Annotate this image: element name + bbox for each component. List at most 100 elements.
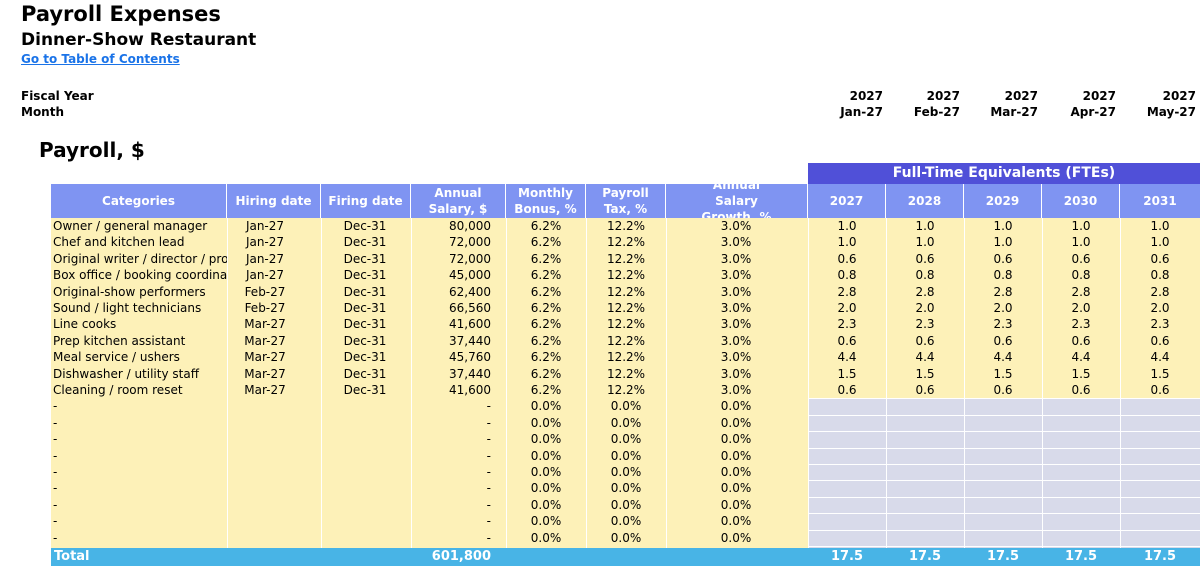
fte-cell[interactable] xyxy=(1042,415,1120,431)
monthly-bonus-cell[interactable]: 6.2% xyxy=(530,383,562,397)
fte-cell[interactable] xyxy=(886,480,964,496)
fte-cell[interactable]: 2.3 xyxy=(837,317,857,332)
fte-cell[interactable]: 4.4 xyxy=(993,350,1013,365)
salary-growth-cell[interactable]: 0.0% xyxy=(720,481,752,496)
table-of-contents-link[interactable]: Go to Table of Contents xyxy=(21,52,180,66)
fte-cell[interactable]: 0.8 xyxy=(837,268,857,283)
fte-cell[interactable] xyxy=(1042,398,1120,414)
annual-salary-cell[interactable]: 37,440 xyxy=(449,366,491,381)
salary-growth-cell[interactable]: 3.0% xyxy=(720,268,752,283)
fte-cell[interactable] xyxy=(808,431,886,447)
fte-cell[interactable]: 0.8 xyxy=(1150,268,1170,283)
hiring-date-cell[interactable]: Mar-27 xyxy=(244,366,286,381)
category-cell[interactable]: - xyxy=(53,432,58,447)
salary-growth-cell[interactable]: 3.0% xyxy=(720,284,752,299)
fte-cell[interactable]: 0.6 xyxy=(915,251,935,266)
firing-date-cell[interactable]: Dec-31 xyxy=(343,333,387,348)
category-cell[interactable]: Dishwasher / utility staff xyxy=(53,366,199,381)
fte-cell[interactable] xyxy=(1120,464,1200,480)
category-cell[interactable]: - xyxy=(53,415,58,430)
fte-cell[interactable]: 1.5 xyxy=(993,366,1013,381)
payroll-tax-cell[interactable]: 0.0% xyxy=(610,399,642,414)
annual-salary-cell[interactable]: - xyxy=(486,399,491,414)
payroll-tax-cell[interactable]: 12.2% xyxy=(606,383,646,397)
fte-cell[interactable]: 2.0 xyxy=(1071,301,1091,315)
hiring-date-cell[interactable]: Mar-27 xyxy=(244,383,286,397)
fte-cell[interactable]: 2.3 xyxy=(915,317,935,332)
fte-cell[interactable]: 0.6 xyxy=(1150,383,1170,397)
fte-cell[interactable]: 2.3 xyxy=(1150,317,1170,332)
firing-date-cell[interactable] xyxy=(321,497,409,513)
hiring-date-cell[interactable] xyxy=(227,464,303,480)
fte-cell[interactable]: 0.6 xyxy=(837,383,857,397)
salary-growth-cell[interactable]: 0.0% xyxy=(720,415,752,430)
payroll-tax-cell[interactable]: 12.2% xyxy=(606,268,646,283)
fte-cell[interactable]: 1.0 xyxy=(1071,219,1091,233)
monthly-bonus-cell[interactable]: 6.2% xyxy=(530,350,562,365)
hiring-date-cell[interactable] xyxy=(227,448,303,464)
monthly-bonus-cell[interactable]: 6.2% xyxy=(530,317,562,332)
fte-cell[interactable] xyxy=(1120,480,1200,496)
salary-growth-cell[interactable]: 3.0% xyxy=(720,301,752,315)
fte-cell[interactable] xyxy=(1042,513,1120,529)
fte-cell[interactable] xyxy=(1042,530,1120,546)
category-cell[interactable]: Box office / booking coordinator xyxy=(53,268,227,283)
payroll-tax-cell[interactable]: 12.2% xyxy=(606,366,646,381)
fte-cell[interactable] xyxy=(964,513,1042,529)
fte-cell[interactable]: 1.5 xyxy=(1071,366,1091,381)
firing-date-cell[interactable]: Dec-31 xyxy=(343,268,387,283)
fte-cell[interactable]: 1.5 xyxy=(837,366,857,381)
firing-date-cell[interactable] xyxy=(321,415,409,431)
fte-cell[interactable]: 4.4 xyxy=(837,350,857,365)
fte-cell[interactable]: 2.0 xyxy=(993,301,1013,315)
fte-cell[interactable] xyxy=(964,530,1042,546)
monthly-bonus-cell[interactable]: 0.0% xyxy=(530,514,562,529)
payroll-tax-cell[interactable]: 0.0% xyxy=(610,497,642,512)
salary-growth-cell[interactable]: 0.0% xyxy=(720,432,752,447)
fte-cell[interactable]: 0.8 xyxy=(915,268,935,283)
monthly-bonus-cell[interactable]: 6.2% xyxy=(530,219,562,233)
fte-cell[interactable] xyxy=(1120,448,1200,464)
payroll-tax-cell[interactable]: 12.2% xyxy=(606,301,646,315)
payroll-tax-cell[interactable]: 0.0% xyxy=(610,465,642,479)
salary-growth-cell[interactable]: 0.0% xyxy=(720,497,752,512)
monthly-bonus-cell[interactable]: 0.0% xyxy=(530,399,562,414)
salary-growth-cell[interactable]: 3.0% xyxy=(720,317,752,332)
payroll-tax-cell[interactable]: 0.0% xyxy=(610,530,642,545)
salary-growth-cell[interactable]: 3.0% xyxy=(720,383,752,397)
category-cell[interactable]: - xyxy=(53,465,58,479)
fte-cell[interactable]: 4.4 xyxy=(1071,350,1091,365)
salary-growth-cell[interactable]: 0.0% xyxy=(720,399,752,414)
category-cell[interactable]: Sound / light technicians xyxy=(53,301,202,315)
monthly-bonus-cell[interactable]: 6.2% xyxy=(530,366,562,381)
monthly-bonus-cell[interactable]: 6.2% xyxy=(530,301,562,315)
fte-cell[interactable] xyxy=(1042,448,1120,464)
firing-date-cell[interactable]: Dec-31 xyxy=(343,383,387,397)
category-cell[interactable]: Cleaning / room reset xyxy=(53,383,183,397)
monthly-bonus-cell[interactable]: 6.2% xyxy=(530,251,562,266)
fte-cell[interactable]: 0.6 xyxy=(993,383,1013,397)
annual-salary-cell[interactable]: 41,600 xyxy=(449,317,491,332)
fte-cell[interactable]: 2.3 xyxy=(1071,317,1091,332)
annual-salary-cell[interactable]: 66,560 xyxy=(449,301,491,315)
category-cell[interactable]: - xyxy=(53,497,58,512)
salary-growth-cell[interactable]: 3.0% xyxy=(720,333,752,348)
salary-growth-cell[interactable]: 0.0% xyxy=(720,465,752,479)
hiring-date-cell[interactable]: Mar-27 xyxy=(244,333,286,348)
fte-cell[interactable]: 0.6 xyxy=(837,251,857,266)
fte-cell[interactable] xyxy=(964,448,1042,464)
hiring-date-cell[interactable]: Jan-27 xyxy=(245,268,285,283)
fte-cell[interactable]: 1.0 xyxy=(1150,219,1170,233)
fte-cell[interactable] xyxy=(886,530,964,546)
firing-date-cell[interactable] xyxy=(321,448,409,464)
category-cell[interactable]: Owner / general manager xyxy=(53,219,208,233)
hiring-date-cell[interactable]: Feb-27 xyxy=(244,284,286,299)
fte-cell[interactable] xyxy=(886,398,964,414)
hiring-date-cell[interactable] xyxy=(227,513,303,529)
fte-cell[interactable] xyxy=(1120,530,1200,546)
hiring-date-cell[interactable]: Mar-27 xyxy=(244,317,286,332)
fte-cell[interactable] xyxy=(808,530,886,546)
category-cell[interactable]: Original-show performers xyxy=(53,284,206,299)
fte-cell[interactable]: 1.5 xyxy=(1150,366,1170,381)
fte-cell[interactable]: 1.0 xyxy=(1150,235,1170,250)
